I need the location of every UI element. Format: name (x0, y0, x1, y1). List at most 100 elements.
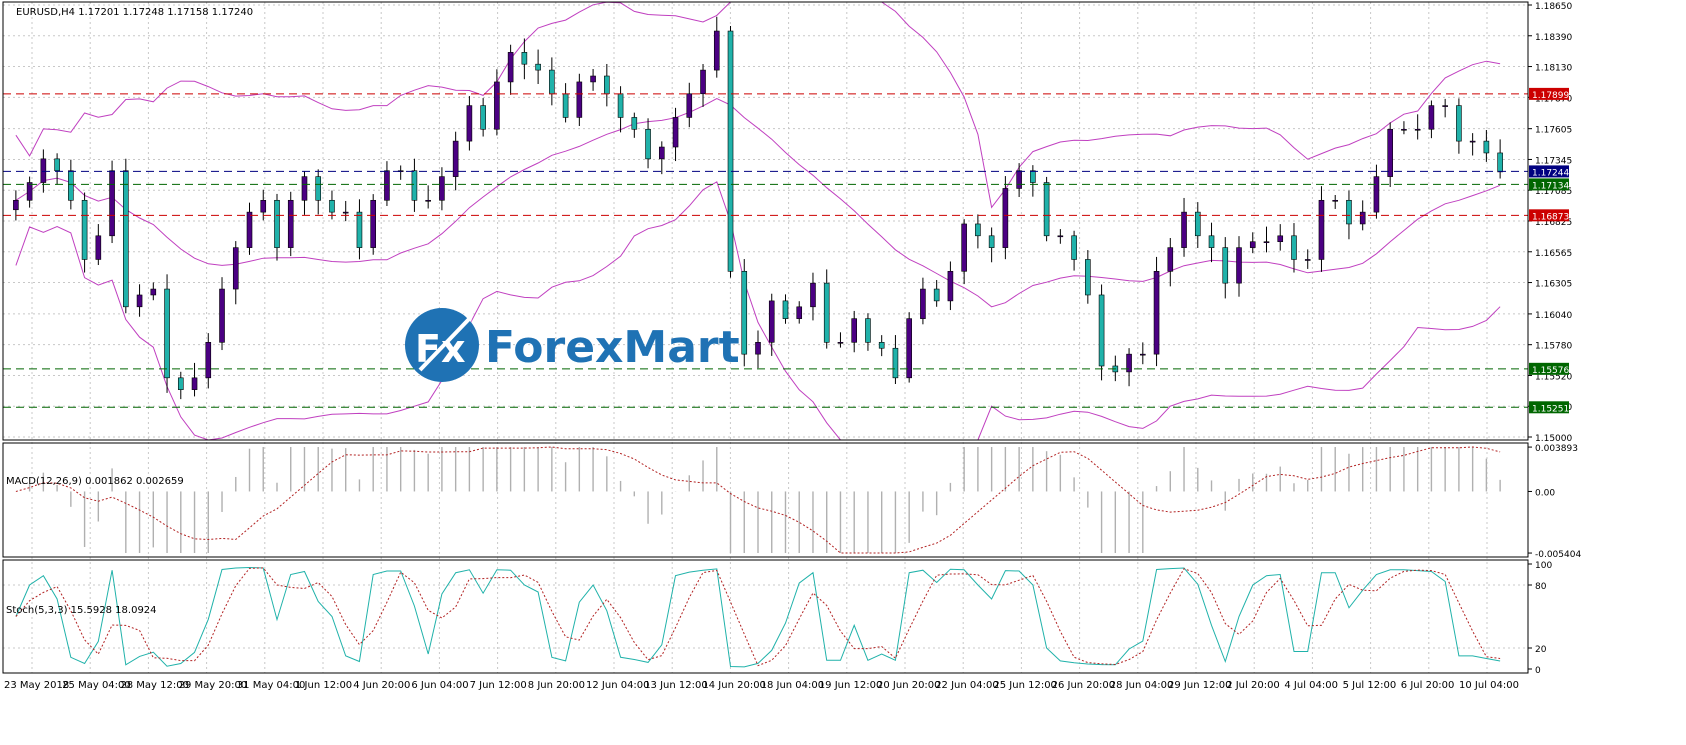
candle-body (521, 52, 528, 65)
candle-body (274, 199, 280, 248)
y-tick-label: 1.17605 (1535, 126, 1572, 136)
candle-body (947, 271, 954, 302)
candle-body (975, 223, 981, 237)
x-tick-label: 4 Jun 20:00 (353, 680, 410, 691)
candle-body (933, 288, 940, 302)
candle-body (191, 377, 198, 390)
x-tick-label: 8 Jun 20:00 (528, 680, 585, 691)
y-tick-label: 1.16825 (1535, 218, 1572, 228)
candle-body (878, 342, 885, 349)
candle-body (837, 342, 844, 344)
candle-body (1263, 241, 1270, 244)
y-tick-label: 1.15780 (1535, 342, 1572, 352)
level-tag (1529, 209, 1569, 222)
x-tick-label: 31 May 04:00 (237, 680, 306, 691)
level-tag (1529, 401, 1569, 414)
y-tick-label: 1.17085 (1535, 187, 1572, 197)
candle-body (452, 140, 459, 177)
candle-body (342, 211, 349, 214)
stoch-y-tick-label: 80 (1535, 582, 1547, 592)
candle-body (576, 81, 583, 118)
candle-body (1043, 182, 1050, 237)
stoch-title: Stoch(5,3,3) 15.5928 18.0924 (6, 605, 157, 616)
level-tag-label: 1.16873 (1532, 212, 1569, 222)
candle-body (1277, 235, 1284, 243)
stoch-k-line (15, 566, 1501, 668)
candle-body (494, 81, 500, 130)
stoch-pane (15, 566, 1501, 668)
candle-body (1167, 247, 1174, 272)
x-tick-label: 5 Jul 12:00 (1343, 680, 1397, 691)
stoch-y-tick-label: 100 (1535, 561, 1552, 571)
level-tag-label: 1.15251 (1532, 404, 1569, 414)
forexmart-logo: Fx ForexMart (405, 308, 740, 382)
candle-body (466, 105, 473, 142)
candle-body (755, 342, 761, 355)
candle-body (301, 176, 308, 201)
candle-body (1414, 128, 1421, 131)
candle-body (109, 170, 115, 237)
x-tick-label: 18 Jun 04:00 (761, 680, 825, 691)
macd-pane (15, 446, 1501, 554)
candle-body (1442, 105, 1448, 107)
x-tick-label: 6 Jun 04:00 (411, 680, 468, 691)
candle-body (1016, 170, 1022, 189)
main-price-pane (3, 1, 1528, 441)
logo-text: ForexMart (485, 322, 740, 373)
candle-body (164, 288, 170, 379)
x-tick-label: 13 Jun 12:00 (644, 680, 708, 691)
x-tick-label: 28 Jun 04:00 (1110, 680, 1174, 691)
candle-body (1304, 259, 1311, 261)
candle-body (1098, 294, 1105, 367)
candle-body (988, 235, 995, 248)
candle-body (384, 170, 390, 201)
candle-body (604, 75, 610, 95)
x-tick-label: 19 Jun 12:00 (819, 680, 883, 691)
main-chart-title: EURUSD,H4 1.17201 1.17248 1.17158 1.1724… (16, 7, 253, 18)
candle-body (590, 75, 596, 83)
candle-body (425, 199, 431, 202)
x-tick-label: 25 Jun 12:00 (993, 680, 1057, 691)
candle-body (672, 117, 679, 148)
candle-body (1057, 235, 1064, 238)
candle-body (1332, 199, 1339, 202)
x-tick-label: 22 Jun 04:00 (935, 680, 999, 691)
x-tick-label: 29 May 20:00 (179, 680, 248, 691)
candle-body (768, 300, 775, 343)
level-tag-label: 1.17134 (1532, 181, 1569, 191)
y-tick-label: 1.18130 (1535, 64, 1572, 74)
logo-mark: Fx (415, 327, 465, 371)
x-tick-label: 7 Jun 12:00 (470, 680, 527, 691)
candle-body (205, 342, 212, 379)
y-tick-label: 1.16565 (1535, 249, 1572, 259)
y-tick-label: 1.16305 (1535, 280, 1572, 290)
y-tick-label: 1.15000 (1535, 434, 1572, 444)
candle-body (136, 294, 143, 308)
macd-y-tick-label: -0.005404 (1535, 550, 1581, 560)
candle-body (370, 199, 376, 248)
candle-body (1249, 241, 1256, 248)
candle-body (1236, 247, 1242, 284)
candle-body (40, 158, 47, 183)
candle-body (68, 170, 74, 201)
x-tick-label: 12 Jun 04:00 (586, 680, 650, 691)
candle-body (177, 377, 184, 390)
candle-body (741, 271, 748, 355)
stoch-d-line (15, 567, 1501, 667)
candle-body (1222, 247, 1229, 284)
candle-body (727, 30, 734, 272)
candle-body (1359, 211, 1366, 225)
candle-body (411, 170, 418, 201)
candle-body (315, 176, 322, 201)
grid (3, 2, 1528, 673)
candle-body (1208, 235, 1215, 248)
candle-body (713, 30, 720, 71)
candle-body (1318, 199, 1325, 260)
y-tick-label: 1.18650 (1535, 2, 1572, 12)
x-tick-label: 2 Jul 20:00 (1226, 680, 1280, 691)
candle-body (260, 199, 267, 213)
candle-body (1428, 105, 1435, 130)
level-tag-label: 1.17244 (1532, 168, 1569, 178)
